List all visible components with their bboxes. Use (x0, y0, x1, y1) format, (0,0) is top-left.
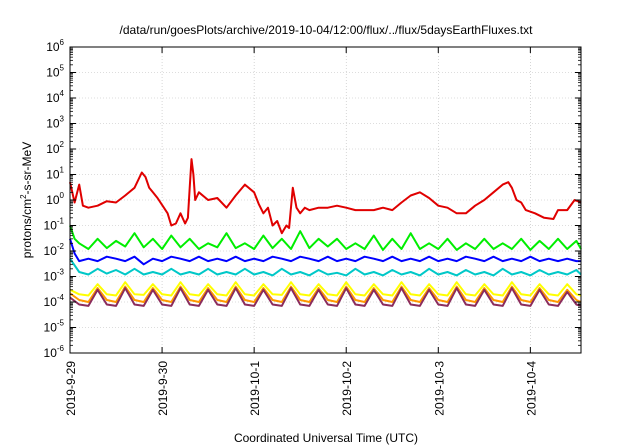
y-tick-label: 10-3 (44, 268, 65, 284)
series-line-6 (69, 285, 582, 303)
x-axis-label: Coordinated Universal Time (UTC) (234, 431, 418, 445)
y-tick-label-base: 10 (44, 346, 58, 360)
y-tick-label: 10-1 (44, 217, 65, 233)
y-tick-label-base: 10 (44, 244, 58, 258)
y-tick-label-base: 10 (46, 40, 60, 54)
y-tick-label-exponent: 5 (60, 64, 65, 73)
y-tick-label-base: 10 (46, 66, 60, 80)
y-tick-label-exponent: 0 (60, 191, 65, 200)
y-tick-label-base: 10 (46, 91, 60, 105)
y-tick-label-base: 10 (46, 193, 60, 207)
y-tick-label-exponent: 6 (60, 38, 65, 47)
x-tick-label: 2019-10-2 (340, 361, 354, 416)
series-line-1 (69, 158, 582, 235)
series-line-5 (69, 281, 582, 297)
y-tick-label-base: 10 (44, 321, 58, 335)
y-tick-label-base: 10 (46, 168, 60, 182)
y-tick-label-exponent: 1 (60, 166, 65, 175)
y-tick-label: 102 (46, 140, 64, 156)
y-axis-label-sup: 2 (19, 194, 28, 199)
y-tick-label: 105 (46, 64, 64, 80)
series-line-4 (69, 258, 582, 277)
y-tick-label-exponent: -1 (57, 217, 65, 226)
y-tick-label: 10-6 (44, 344, 65, 360)
y-axis: 10-610-510-410-310-210-11001011021031041… (44, 38, 581, 360)
series-layer (69, 158, 582, 307)
y-tick-label-base: 10 (44, 295, 58, 309)
y-tick-label-exponent: 2 (60, 140, 65, 149)
y-tick-label-base: 10 (46, 142, 60, 156)
y-tick-label-base: 10 (46, 117, 60, 131)
y-tick-label: 103 (46, 115, 64, 131)
x-tick-label: 2019-10-3 (432, 361, 446, 416)
y-tick-label-base: 10 (44, 219, 58, 233)
y-tick-label: 101 (46, 166, 64, 182)
y-tick-label: 10-4 (44, 293, 65, 309)
y-tick-label: 10-5 (44, 319, 65, 335)
y-tick-label-base: 10 (44, 270, 58, 284)
series-line-2 (69, 225, 582, 251)
y-axis-label: protons/cm2-s-sr-MeV (19, 142, 34, 258)
grid-lines (70, 47, 581, 353)
y-tick-label-exponent: -4 (57, 293, 65, 302)
y-tick-label-exponent: 3 (60, 115, 65, 124)
y-tick-label: 100 (46, 191, 64, 207)
y-tick-label-exponent: 4 (60, 89, 65, 98)
y-tick-label-exponent: -3 (57, 268, 65, 277)
x-tick-label: 2019-9-29 (64, 361, 78, 416)
series-line-3 (69, 238, 581, 266)
series-line-7 (69, 287, 582, 307)
x-axis: 2019-9-29 2019-9-30 2019-10-1 2019-10-2 2019… (64, 47, 538, 416)
y-tick-label-exponent: -5 (57, 319, 65, 328)
y-tick-label: 106 (46, 38, 64, 54)
y-tick-label-exponent: -6 (57, 344, 65, 353)
chart-title: /data/run/goesPlots/archive/2019-10-04/1… (120, 23, 534, 37)
y-tick-label: 10-2 (44, 242, 65, 258)
y-tick-label: 104 (46, 89, 64, 105)
x-tick-label: 2019-10-1 (248, 361, 262, 416)
x-tick-label: 2019-9-30 (156, 361, 170, 416)
y-axis-label-rest: -s-sr-MeV (20, 142, 34, 195)
y-tick-label-exponent: -2 (57, 242, 65, 251)
y-axis-label-base: protons/cm (20, 199, 34, 258)
x-tick-label: 2019-10-4 (524, 361, 538, 416)
